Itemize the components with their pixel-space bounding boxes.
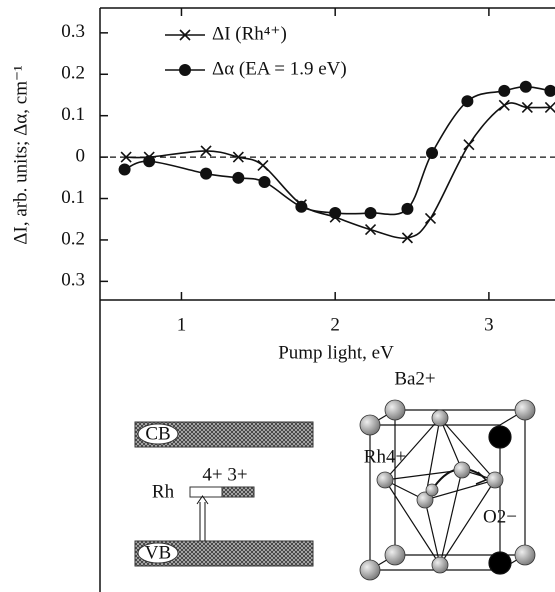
marker-dot (200, 167, 213, 180)
marker-x (401, 232, 413, 244)
marker-dot (295, 200, 308, 213)
frame (99, 7, 555, 592)
marker-dot (544, 84, 555, 97)
legend-marker (179, 64, 191, 76)
series-line (124, 85, 551, 216)
marker-dot (364, 207, 377, 220)
marker-x (521, 101, 533, 113)
marker-dot (519, 80, 532, 93)
marker-dot (461, 95, 474, 108)
band-diagram (134, 421, 314, 567)
marker-x (232, 151, 244, 163)
y-tick-label: 0.3 (61, 21, 85, 42)
marker-dot (329, 207, 342, 220)
legend-label: ΔI (Rh⁴⁺) (212, 23, 287, 44)
x-tick-label: 1 (177, 314, 187, 335)
o-ion-label: O2− (483, 506, 517, 527)
x-axis-label: Pump light, eV (278, 342, 394, 363)
y-tick-label: 0.1 (61, 187, 85, 208)
marker-x (120, 151, 132, 163)
cb-label: CB (145, 423, 170, 444)
vb-label: VB (145, 542, 171, 563)
marker-x (200, 145, 212, 157)
charge-label: 4+ 3+ (202, 464, 247, 485)
y-tick-label: 0 (76, 145, 86, 166)
marker-dot (143, 155, 156, 168)
y-tick-label: 0.1 (61, 104, 85, 125)
marker-dot (426, 146, 439, 159)
y-tick-label: 0.2 (61, 228, 85, 249)
crystal (359, 399, 536, 581)
legend-label: Δα (EA = 1.9 eV) (212, 58, 347, 79)
y-axis-label: ΔI, arb. units; Δα, cm⁻¹ (10, 65, 31, 245)
marker-dot (118, 163, 131, 176)
marker-x (257, 159, 269, 171)
marker-x (544, 101, 555, 113)
x-tick-label: 3 (484, 314, 494, 335)
rh-label: Rh (152, 481, 175, 502)
marker-x (498, 99, 510, 111)
marker-x (463, 139, 475, 151)
marker-dot (498, 84, 511, 97)
legend-marker (179, 29, 191, 41)
marker-dot (258, 175, 271, 188)
marker-x (364, 224, 377, 236)
y-tick-label: 0.2 (61, 63, 85, 84)
y-tick-label: 0.3 (61, 270, 85, 291)
rh-ion-label: Rh4+ (364, 446, 406, 467)
x-tick-label: 2 (330, 314, 340, 335)
marker-dot (232, 171, 245, 184)
marker-x (424, 212, 437, 224)
marker-dot (401, 202, 414, 215)
ba-label: Ba2+ (394, 368, 435, 389)
